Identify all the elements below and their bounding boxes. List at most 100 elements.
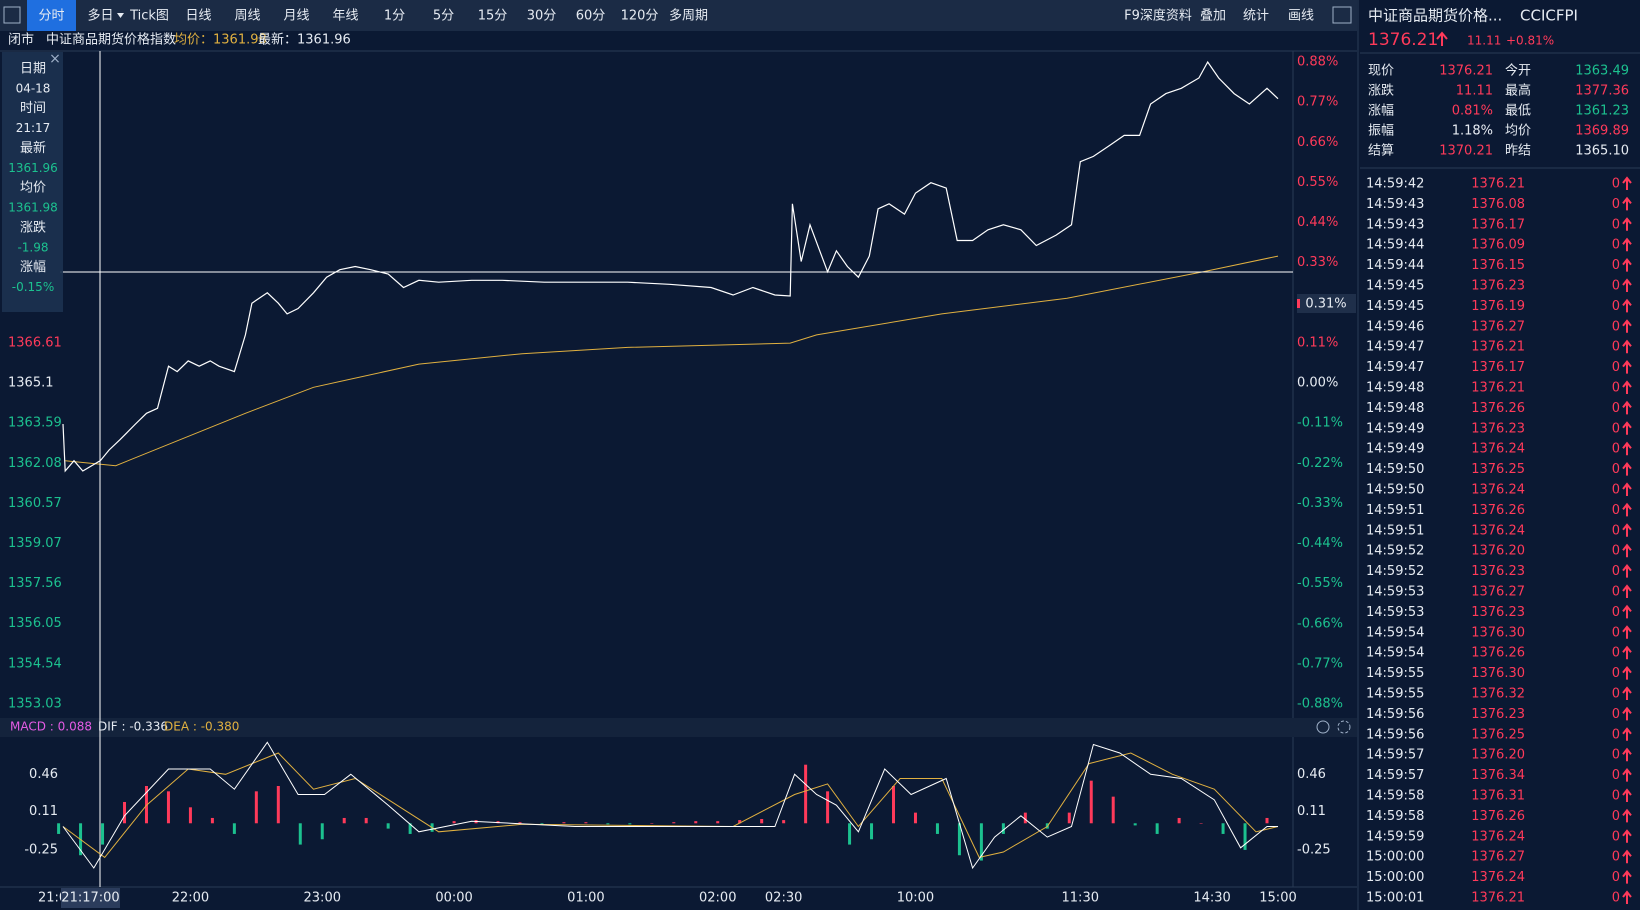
toolbar-tab[interactable]: Tick图 [129,9,169,24]
tooltip-value: 1361.96 [8,161,58,175]
pct-tick-label: 0.88% [1297,55,1338,70]
trade-volume: 0 [1612,279,1620,294]
trade-volume: 0 [1612,585,1620,600]
trade-price: 1376.09 [1471,238,1525,253]
tooltip-value: 21:17 [16,121,51,135]
toolbar-tab[interactable]: 15分 [478,9,508,24]
macd-legend: DEA : -0.380 [164,720,239,734]
trade-price: 1376.26 [1471,646,1525,661]
trade-volume: 0 [1612,523,1620,538]
trade-price: 1376.17 [1471,217,1525,232]
trade-volume: 0 [1612,421,1620,436]
price-tick-label: 1360.57 [8,496,62,511]
macd-bar [782,820,786,824]
up-arrow [1622,808,1632,823]
tooltip-close[interactable]: × [49,51,61,67]
crosshair-time-box [61,888,120,908]
toolbar-button[interactable]: 统计 [1243,9,1269,24]
trade-volume: 0 [1612,870,1620,885]
up-arrow [1622,849,1632,864]
macd-bar [1001,823,1005,834]
macd-bar [628,823,632,825]
trade-time: 14:59:53 [1366,605,1424,620]
up-arrow [1622,257,1632,272]
trade-price: 1376.21 [1471,340,1525,355]
macd-header [0,718,1357,737]
trade-time: 14:59:47 [1366,340,1424,355]
trade-price: 1376.23 [1471,279,1525,294]
toolbar-button[interactable]: 叠加 [1200,9,1226,24]
trade-time: 14:59:46 [1366,319,1424,334]
macd-tick-label: 0.11 [29,804,58,819]
trade-price: 1376.20 [1471,748,1525,763]
macd-bar [254,791,258,824]
pct-tick-label: -0.44% [1297,536,1343,551]
panel-icon[interactable] [1332,6,1352,24]
crosshair-time: 21:17:00 [61,891,119,906]
trade-time: 14:59:49 [1366,442,1424,457]
toolbar-tab[interactable]: 多日 [87,8,113,24]
toolbar-tab[interactable]: 30分 [527,9,557,24]
tooltip-value: -0.15% [12,280,54,294]
quote-value: 1377.36 [1575,84,1629,99]
macd-tick-label: 0.46 [1297,767,1326,782]
up-arrow [1622,625,1632,639]
trade-time: 14:59:59 [1366,829,1424,844]
up-arrow [1622,543,1632,558]
trade-price: 1376.26 [1471,809,1525,824]
tooltip-box [2,52,63,312]
trade-price: 1376.27 [1471,319,1525,334]
x-tick-label: 02:00 [699,891,736,906]
trade-price: 1376.15 [1471,258,1525,273]
toolbar-tab[interactable]: 多周期 [669,8,708,24]
settings-icon[interactable] [1337,720,1351,734]
toolbar-tab[interactable]: 分时 [38,9,64,24]
quote-change: 11.11 [1467,34,1501,48]
toolbar-tab[interactable]: 120分 [621,9,659,24]
trade-price: 1376.24 [1471,523,1525,538]
pct-tick-label: -0.88% [1297,697,1343,712]
trade-price: 1376.23 [1471,605,1525,620]
trade-time: 14:59:54 [1366,646,1424,661]
macd-bar [848,823,852,845]
trade-volume: 0 [1612,789,1620,804]
toolbar-tab[interactable]: 日线 [185,9,211,24]
trade-volume: 0 [1612,319,1620,334]
current-tag-box [1297,294,1356,313]
toolbar-tab[interactable]: 1分 [384,9,405,24]
trade-time: 14:59:49 [1366,421,1424,436]
trade-time: 14:59:52 [1366,564,1424,579]
toolbar-tab[interactable]: 月线 [283,9,309,24]
trade-price: 1376.21 [1471,381,1525,396]
trade-time: 14:59:58 [1366,789,1424,804]
toolbar-tab[interactable]: 周线 [234,9,260,24]
macd-bar [1265,817,1269,824]
up-arrow [1622,176,1632,190]
up-arrow [1622,829,1632,843]
toolbar-button[interactable]: 画线 [1288,9,1314,24]
trade-volume: 0 [1612,666,1620,681]
trade-volume: 0 [1612,442,1620,457]
macd-bar [672,822,676,824]
macd-bar [101,823,105,845]
status: 闭市 [8,32,34,48]
macd-bar [957,823,961,856]
quote-title: 中证商品期货价格... [1368,7,1502,25]
macd-legend: MACD : 0.088 [10,720,92,734]
dropdown-icon [117,13,124,18]
macd-bar [892,786,896,824]
trade-volume: 0 [1612,564,1620,579]
tooltip-label: 日期 [20,62,46,77]
toolbar-tab[interactable]: 年线 [332,9,358,24]
toolbar-button[interactable]: F9深度资料 [1124,8,1192,24]
up-arrow [1622,441,1632,456]
trade-volume: 0 [1612,381,1620,396]
close-icon[interactable] [1316,720,1330,734]
x-tick-label: 22:00 [172,891,209,906]
trade-time: 14:59:43 [1366,197,1424,212]
panel-icon[interactable] [3,6,21,24]
trade-time: 14:59:57 [1366,748,1424,763]
macd-bar [870,823,874,840]
toolbar-tab[interactable]: 60分 [576,9,606,24]
toolbar-tab[interactable]: 5分 [433,9,454,24]
